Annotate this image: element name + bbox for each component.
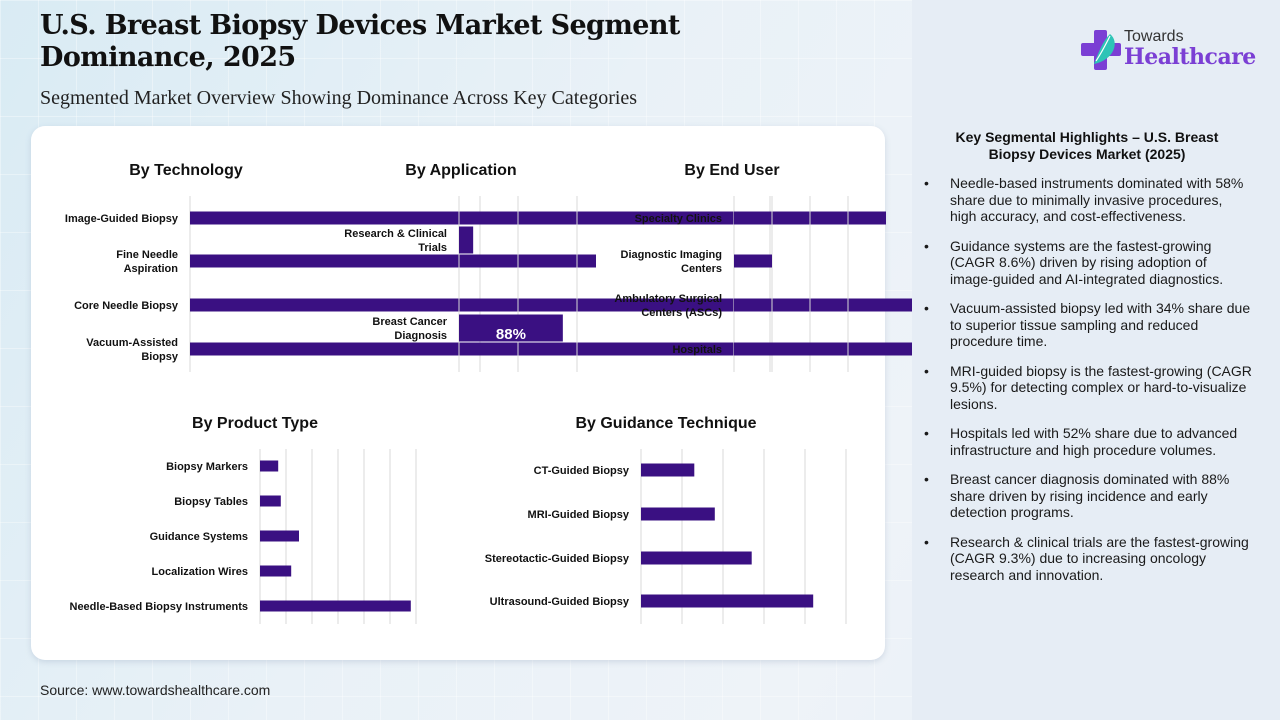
bar [260, 565, 292, 577]
bar [641, 594, 814, 608]
bar [734, 254, 772, 268]
highlights-title: Key Segmental Highlights – U.S. Breast B… [922, 129, 1252, 163]
key-highlights: Key Segmental Highlights – U.S. Breast B… [922, 129, 1252, 596]
category-label: Fine Needle [116, 249, 178, 261]
logo: Towards Healthcare [1080, 28, 1260, 78]
category-label: Research & Clinical [344, 228, 447, 240]
bar [459, 314, 563, 342]
bullet-icon: • [924, 175, 929, 191]
category-label: Trials [418, 242, 447, 254]
bar [734, 211, 753, 225]
category-label: Localization Wires [152, 566, 248, 578]
category-label: Centers (ASCs) [641, 307, 722, 319]
page-title-line-2: Dominance, 2025 [40, 42, 296, 73]
category-label: Biopsy Tables [174, 496, 248, 508]
category-label: Core Needle Biopsy [74, 300, 179, 312]
highlight-item: • Hospitals led with 52% share due to adv… [922, 425, 1252, 458]
page-title: U.S. Breast Biopsy Devices Market Segmen… [40, 10, 800, 74]
category-label: Needle-Based Biopsy Instruments [70, 601, 249, 613]
highlight-item: • Guidance systems are the fastest-growin… [922, 238, 1252, 288]
chart-title: By Application [405, 162, 516, 179]
bullet-icon: • [924, 425, 929, 441]
highlights-list: • Needle-based instruments dominated with… [922, 175, 1252, 583]
cross-leaf-icon [1081, 30, 1121, 70]
highlight-text: Breast cancer diagnosis dominated with 8… [950, 471, 1230, 520]
category-label: Stereotactic-Guided Biopsy [485, 553, 630, 565]
highlight-text: Hospitals led with 52% share due to adva… [950, 425, 1238, 458]
bullet-icon: • [924, 300, 929, 316]
page-subtitle: Segmented Market Overview Showing Domina… [40, 87, 638, 109]
highlight-text: Vacuum-assisted biopsy led with 34% shar… [950, 300, 1251, 349]
highlight-text: Guidance systems are the fastest-growing… [950, 237, 1224, 287]
category-label: Hospitals [672, 344, 722, 356]
bar [641, 463, 695, 477]
highlight-text: Research & clinical trials are the faste… [950, 533, 1249, 583]
category-label: Diagnostic Imaging [621, 249, 722, 261]
bullet-icon: • [924, 362, 929, 379]
bar [260, 530, 299, 542]
category-label: Breast Cancer [372, 316, 447, 328]
category-label: MRI-Guided Biopsy [528, 509, 630, 521]
highlight-item: • Vacuum-assisted biopsy led with 34% sha… [922, 300, 1252, 350]
bar [734, 342, 833, 356]
chart-by-technology: By Technology Image-Guided Biopsy Fine Nee… [65, 162, 912, 372]
source-note: Source: www.towardshealthcare.com [40, 682, 271, 698]
category-label: Diagnosis [394, 330, 447, 342]
category-label: CT-Guided Biopsy [534, 465, 630, 477]
highlight-item: • Research & clinical trials are the fast… [922, 534, 1252, 584]
category-label: Image-Guided Biopsy [65, 213, 179, 225]
bullet-icon: • [924, 237, 929, 254]
chart-by-application: By Application Research & Clinical Trials B… [344, 162, 578, 372]
chart-title: By Technology [129, 162, 243, 179]
bar [190, 254, 596, 268]
category-label: Specialty Clinics [635, 213, 722, 225]
bar [190, 342, 912, 356]
highlight-text: MRI-guided biopsy is the fastest-growing… [950, 362, 1252, 412]
bar [260, 460, 279, 472]
highlight-text: Needle-based instruments dominated with … [950, 175, 1244, 224]
chart-by-end-user: By End User Specialty Clinics Diagnostic I… [614, 162, 849, 372]
bar [190, 211, 886, 225]
charts-canvas: By Technology Image-Guided Biopsy Fine Nee… [65, 162, 912, 624]
bar [641, 551, 752, 565]
category-label: Aspiration [124, 263, 179, 275]
highlights-panel-background [912, 0, 1280, 720]
chart-by-guidance-technique: By Guidance Technique CT-Guided Biopsy MRI… [485, 415, 847, 624]
highlight-item: • Needle-based instruments dominated with… [922, 175, 1252, 225]
category-label: Ultrasound-Guided Biopsy [490, 596, 630, 608]
logo-text-towards: Towards [1124, 28, 1184, 45]
page-title-line-1: U.S. Breast Biopsy Devices Market Segmen… [40, 10, 680, 41]
highlight-item: • MRI-guided biopsy is the fastest-growin… [922, 363, 1252, 413]
bar [260, 600, 411, 612]
bar [260, 495, 281, 507]
data-label: 88% [496, 326, 526, 343]
category-label: Biopsy Markers [166, 461, 248, 473]
category-label: Guidance Systems [150, 531, 248, 543]
bar [734, 298, 769, 312]
bullet-icon: • [924, 471, 929, 487]
bar [459, 226, 474, 254]
bar [641, 507, 715, 521]
highlights-title-line-2: Biopsy Devices Market (2025) [988, 146, 1186, 162]
chart-title: By Guidance Technique [575, 415, 756, 432]
chart-title: By Product Type [192, 415, 318, 432]
highlights-title-line-1: Key Segmental Highlights – U.S. Breast [955, 129, 1219, 145]
bar [190, 298, 912, 312]
bullet-icon: • [924, 533, 929, 550]
category-label: Vacuum-Assisted [86, 337, 178, 349]
highlight-item: • Breast cancer diagnosis dominated with … [922, 471, 1252, 521]
category-label: Centers [681, 263, 722, 275]
category-label: Ambulatory Surgical [614, 293, 722, 305]
chart-title: By End User [684, 162, 779, 179]
category-label: Biopsy [141, 351, 179, 363]
logo-text-healthcare: Healthcare [1124, 44, 1256, 70]
chart-by-product-type: By Product Type Biopsy Markers Biopsy Tabl… [70, 415, 417, 624]
